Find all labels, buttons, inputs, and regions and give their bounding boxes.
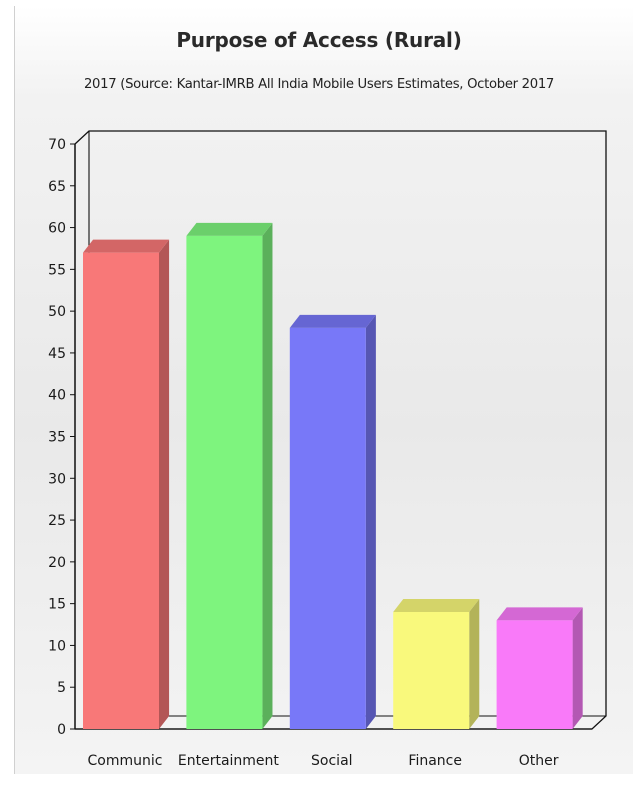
y-tick-label: 30 <box>48 471 66 487</box>
y-tick-label: 40 <box>48 388 66 404</box>
bar-side-face <box>572 607 583 729</box>
x-tick-label: Social <box>311 753 353 769</box>
bar-side-face <box>365 314 376 729</box>
y-tick-label: 35 <box>48 430 66 446</box>
bar-top-face <box>289 314 376 328</box>
bar-side-face <box>159 239 170 729</box>
bar <box>289 327 366 729</box>
chart-title: Purpose of Access (Rural) <box>176 28 462 52</box>
bar <box>186 235 263 729</box>
y-tick-label: 0 <box>57 722 66 738</box>
y-tick-label: 65 <box>48 179 66 195</box>
y-tick-label: 45 <box>48 346 66 362</box>
y-tick-label: 25 <box>48 513 66 529</box>
bar-side-face <box>469 599 480 729</box>
bar-top-face <box>83 239 170 253</box>
bar-top-face <box>186 222 273 236</box>
y-tick-label: 15 <box>48 597 66 613</box>
x-tick-label: Other <box>519 753 559 769</box>
y-tick-label: 55 <box>48 262 66 278</box>
x-tick-label: Entertainment <box>178 753 280 769</box>
y-tick-label: 20 <box>48 555 66 571</box>
bar <box>496 620 573 729</box>
bar <box>393 612 470 729</box>
bar-side-face <box>262 222 273 729</box>
x-tick-label: Communic <box>88 753 163 769</box>
y-tick-label: 50 <box>48 304 66 320</box>
bar-top-face <box>393 599 480 612</box>
chart-subtitle: 2017 (Source: Kantar-IMRB All India Mobi… <box>83 77 555 92</box>
y-tick-label: 70 <box>48 137 66 153</box>
bar <box>83 252 159 729</box>
y-tick-label: 60 <box>48 221 66 237</box>
y-tick-label: 10 <box>48 638 66 654</box>
bar-top-face <box>496 607 583 621</box>
x-tick-label: Finance <box>408 753 462 769</box>
y-tick-label: 5 <box>57 680 66 696</box>
